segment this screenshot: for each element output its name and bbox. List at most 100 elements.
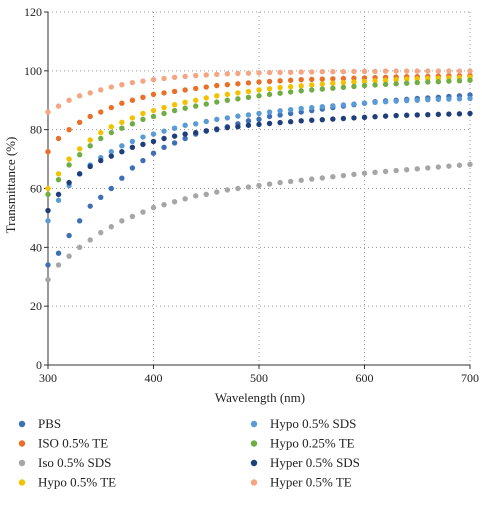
data-point	[287, 69, 294, 76]
data-point	[256, 182, 262, 189]
data-point	[140, 94, 146, 101]
data-point	[361, 170, 368, 176]
legend-marker	[250, 459, 258, 467]
data-point	[119, 125, 125, 131]
data-point	[119, 100, 125, 106]
data-point	[256, 110, 262, 117]
data-point	[372, 68, 378, 75]
data-point	[340, 69, 347, 75]
data-point	[45, 276, 51, 283]
data-point	[108, 149, 115, 155]
data-point	[214, 82, 220, 89]
data-point	[256, 70, 262, 76]
data-point	[256, 116, 262, 123]
grid-layer	[48, 11, 471, 365]
data-point	[351, 171, 357, 178]
data-point	[235, 185, 241, 192]
data-point	[425, 96, 431, 103]
data-point	[309, 69, 315, 75]
data-point	[161, 135, 167, 142]
data-point	[45, 262, 51, 268]
data-point	[214, 189, 220, 195]
data-point	[351, 101, 357, 107]
x-tick-label: 300	[39, 371, 57, 385]
data-point	[277, 90, 283, 96]
data-point	[245, 118, 252, 124]
y-tick-label: 60	[30, 182, 42, 196]
data-point	[55, 135, 62, 142]
data-point	[361, 100, 368, 106]
legend-marker	[250, 440, 258, 447]
data-point	[224, 124, 231, 131]
data-point	[108, 153, 115, 159]
data-point	[203, 95, 209, 101]
data-point	[203, 84, 209, 90]
data-point	[330, 76, 336, 82]
data-point	[66, 97, 72, 103]
data-point	[245, 70, 252, 76]
data-point	[45, 218, 51, 224]
data-point	[161, 90, 167, 96]
data-point	[340, 172, 347, 179]
data-point	[298, 118, 304, 124]
data-point	[425, 68, 431, 74]
data-point	[382, 99, 389, 105]
data-point	[393, 68, 399, 74]
data-point	[245, 184, 252, 190]
data-point	[98, 109, 104, 115]
data-point	[372, 114, 378, 120]
data-point	[45, 109, 51, 115]
legend-label: Hyper 0.5% SDS	[270, 455, 360, 470]
data-point	[98, 135, 104, 142]
data-point	[76, 171, 83, 177]
data-point	[150, 131, 157, 137]
data-point	[340, 102, 347, 108]
data-point	[108, 129, 115, 136]
data-point	[161, 128, 167, 134]
data-point	[287, 106, 294, 113]
data-point	[309, 176, 315, 182]
legend-label: Hypo 0.5% TE	[38, 475, 116, 490]
data-point	[435, 68, 442, 74]
data-point	[193, 121, 199, 127]
data-point	[193, 103, 199, 109]
data-point	[414, 166, 420, 172]
data-point	[382, 168, 389, 175]
data-point	[171, 74, 178, 81]
data-point	[425, 79, 431, 85]
data-point	[404, 112, 410, 118]
data-point	[140, 157, 146, 164]
data-point	[277, 112, 283, 118]
data-point	[287, 178, 294, 185]
data-point	[287, 84, 294, 90]
data-point	[98, 194, 104, 201]
data-point	[140, 134, 146, 140]
data-point	[87, 237, 93, 243]
data-point	[340, 79, 347, 86]
data-point	[256, 79, 262, 85]
data-point	[330, 174, 336, 180]
data-point	[414, 112, 420, 118]
y-axis-title: Transmittance (%)	[3, 137, 18, 234]
data-point	[171, 140, 178, 146]
data-point	[214, 99, 220, 105]
data-point	[171, 88, 178, 95]
data-point	[467, 161, 473, 168]
data-point	[45, 149, 51, 155]
data-point	[171, 107, 178, 114]
data-point	[319, 69, 325, 75]
data-point	[87, 143, 93, 149]
data-point	[340, 115, 347, 122]
legend-label: Hyper 0.5% TE	[270, 475, 352, 490]
points-layer	[45, 68, 473, 283]
data-point	[446, 163, 452, 169]
data-point	[319, 81, 325, 87]
data-point	[266, 120, 273, 127]
data-point	[45, 207, 51, 214]
data-point	[214, 116, 220, 123]
data-point	[330, 116, 336, 122]
data-point	[182, 196, 188, 202]
data-point	[108, 104, 115, 111]
data-point	[435, 111, 442, 118]
data-point	[235, 90, 241, 96]
